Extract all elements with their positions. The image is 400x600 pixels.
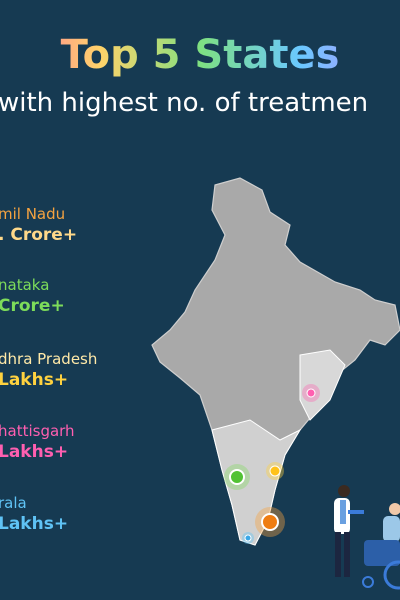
state-name: nataka (0, 276, 50, 294)
marker (229, 469, 245, 485)
illustration (334, 485, 400, 590)
state-name: dhra Pradesh (0, 350, 98, 368)
subtitle: with highest no. of treatmen (0, 88, 369, 118)
state-name: mil Nadu (0, 205, 66, 223)
state-item: rala Lakhs+ (0, 494, 68, 534)
marker (269, 465, 281, 477)
south-region (211, 419, 302, 546)
state-count: . Crore+ (0, 225, 78, 245)
state-count: Lakhs+ (0, 442, 69, 462)
marker (261, 513, 279, 531)
marker (306, 388, 316, 398)
state-count: Lakhs+ (0, 514, 69, 534)
marker (244, 534, 252, 542)
state-markers (224, 384, 320, 544)
chhattisgarh-region (299, 349, 346, 421)
state-item: nataka Crore+ (0, 276, 65, 316)
india-map (151, 177, 400, 546)
state-item: hattisgarh Lakhs+ (0, 422, 75, 462)
state-name: rala (0, 494, 27, 512)
state-item: dhra Pradesh Lakhs+ (0, 350, 97, 390)
state-item: mil Nadu . Crore+ (0, 205, 77, 245)
state-count: Crore+ (0, 296, 65, 316)
state-name: hattisgarh (0, 422, 75, 440)
state-count: Lakhs+ (0, 370, 69, 390)
title: Top 5 States (0, 32, 400, 78)
